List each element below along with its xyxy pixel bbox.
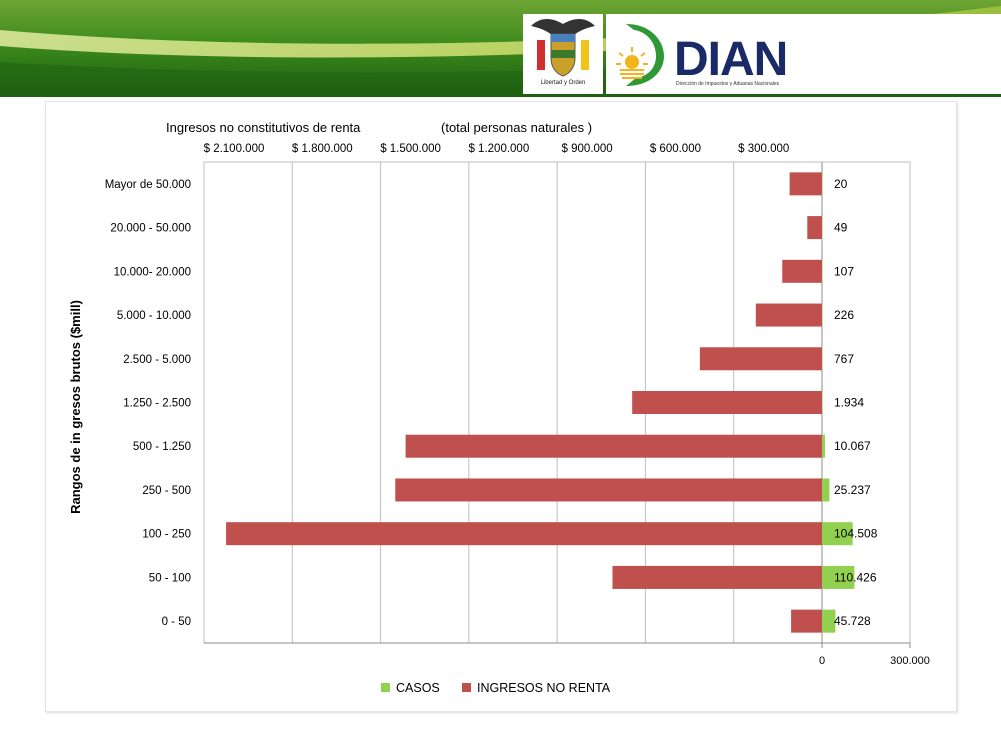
casos-value-label: 226 xyxy=(834,308,854,322)
bar-ingresos xyxy=(782,259,822,283)
bar-ingresos xyxy=(755,303,822,327)
value-labels: 20 49 107 226 767 1.934 10.067 25.237 104.508 110… xyxy=(834,177,878,628)
top-axis-labels: $ 2.100.000 $ 1.800.000 $ 1.500.000 $ 1.200… xyxy=(204,143,790,155)
top-axis-tick-label: $ 600.000 xyxy=(650,143,701,155)
top-axis-tick-label: $ 2.100.000 xyxy=(204,143,265,155)
bottom-axis-tick-label: 0 xyxy=(819,655,825,667)
category-label: 0 - 50 xyxy=(162,616,191,628)
bar-casos xyxy=(822,478,830,502)
top-axis-tick-label: $ 1.800.000 xyxy=(292,143,353,155)
colombia-shield-logo: Libertad y Orden xyxy=(523,14,603,94)
header-banner: Libertad y Orden DIAN Dirección de Impue… xyxy=(0,0,1001,97)
bar-ingresos xyxy=(226,522,823,546)
bar-ingresos xyxy=(791,609,822,633)
y-axis-label: Rangos de in gresos brutos ($mill) xyxy=(68,300,83,514)
category-label: 50 - 100 xyxy=(149,572,191,584)
bottom-axis: 0 300.000 xyxy=(204,642,930,667)
casos-value-label: 20 xyxy=(834,177,848,191)
top-axis-tick-label: $ 900.000 xyxy=(562,143,613,155)
category-labels: Mayor de 50.000 20.000 - 50.000 10.000- 20… xyxy=(105,179,191,628)
bar-casos xyxy=(822,347,823,371)
category-label: 1.250 - 2.500 xyxy=(123,398,191,410)
bar-casos xyxy=(822,303,823,327)
category-label: 100 - 250 xyxy=(142,529,191,541)
bar-casos xyxy=(822,565,855,589)
category-label: 10.000- 20.000 xyxy=(114,266,191,278)
category-label: 5.000 - 10.000 xyxy=(117,310,191,322)
legend-swatch-casos xyxy=(381,683,390,692)
bar-chart: Ingresos no constitutivos de renta (tota… xyxy=(68,120,930,695)
bottom-axis-tick-label: 300.000 xyxy=(890,655,930,667)
bar-casos xyxy=(822,391,823,414)
casos-value-label: 767 xyxy=(834,352,854,366)
casos-value-label: 1.934 xyxy=(834,396,864,410)
casos-value-label: 49 xyxy=(834,221,848,235)
dian-logo: DIAN Dirección de Impuestos y Aduanas Na… xyxy=(606,14,1001,94)
category-label: 20.000 - 50.000 xyxy=(110,223,191,235)
chart-title-right: (total personas naturales ) xyxy=(441,120,592,135)
bar-ingresos xyxy=(405,434,822,458)
legend-label-ingresos: INGRESOS NO RENTA xyxy=(477,681,611,695)
bar-casos xyxy=(822,216,823,240)
dian-emblem-icon xyxy=(616,24,664,86)
bar-casos xyxy=(822,609,836,633)
bar-casos xyxy=(822,259,823,283)
legend-label-casos: CASOS xyxy=(396,681,440,695)
bar-ingresos xyxy=(632,391,822,414)
bar-ingresos xyxy=(807,216,822,240)
casos-value-label: 107 xyxy=(834,264,854,278)
brand-subtitle: Dirección de Impuestos y Aduanas Naciona… xyxy=(676,81,780,87)
bar-casos xyxy=(822,434,825,458)
top-axis-tick-label: $ 1.200.000 xyxy=(468,143,529,155)
category-label: 500 - 1.250 xyxy=(133,441,191,453)
top-axis-tick-label: $ 300.000 xyxy=(738,143,789,155)
bar-ingresos xyxy=(395,478,822,502)
brand-name: DIAN xyxy=(674,33,788,86)
shield-icon xyxy=(531,19,595,77)
casos-value-label: 110.426 xyxy=(834,570,877,584)
casos-value-label: 45.728 xyxy=(834,614,871,628)
bars xyxy=(226,172,855,633)
category-label: 2.500 - 5.000 xyxy=(123,354,191,366)
chart-panel: Ingresos no constitutivos de renta (tota… xyxy=(45,101,957,712)
casos-value-label: 25.237 xyxy=(834,483,871,497)
bar-casos xyxy=(822,522,853,546)
legend: CASOS INGRESOS NO RENTA xyxy=(381,681,611,695)
casos-value-label: 104.508 xyxy=(834,527,878,541)
bar-ingresos xyxy=(612,565,822,589)
category-label: 250 - 500 xyxy=(142,485,191,497)
shield-caption: Libertad y Orden xyxy=(540,80,586,86)
chart-title-left: Ingresos no constitutivos de renta xyxy=(166,120,361,135)
bar-ingresos xyxy=(789,172,822,196)
legend-swatch-ingresos xyxy=(462,683,471,692)
casos-value-label: 10.067 xyxy=(834,439,871,453)
bar-casos xyxy=(822,172,823,196)
category-label: Mayor de 50.000 xyxy=(105,179,191,191)
top-axis-tick-label: $ 1.500.000 xyxy=(380,143,441,155)
bar-ingresos xyxy=(699,347,822,371)
